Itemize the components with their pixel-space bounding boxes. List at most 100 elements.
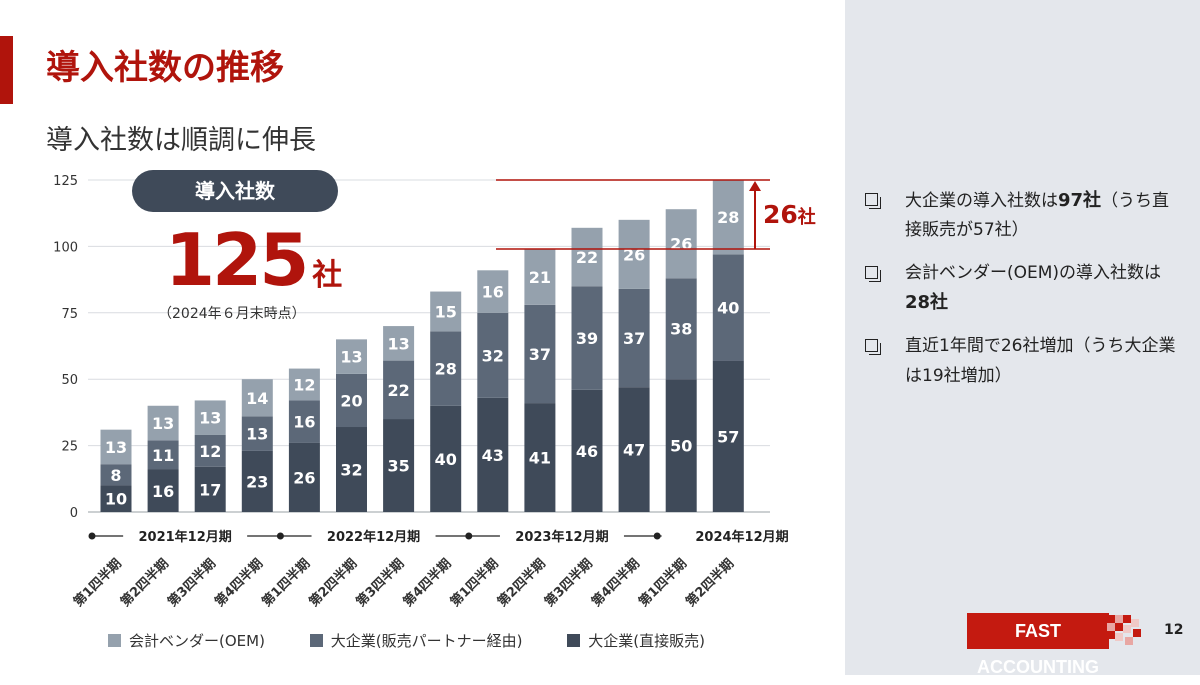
bar-segment bbox=[665, 278, 697, 380]
data-label: 15 bbox=[435, 302, 457, 321]
data-label: 37 bbox=[623, 329, 645, 348]
x-tick-label: 第4四半期 bbox=[400, 556, 454, 610]
data-label: 13 bbox=[105, 438, 127, 457]
data-label: 43 bbox=[482, 446, 504, 465]
data-label: 22 bbox=[387, 381, 409, 400]
total-count: 125 社 bbox=[165, 218, 342, 302]
data-label: 50 bbox=[670, 437, 692, 456]
bar-segment bbox=[665, 379, 697, 512]
data-label: 40 bbox=[717, 298, 739, 317]
data-label: 11 bbox=[152, 446, 174, 465]
bar-segment bbox=[571, 286, 603, 390]
data-label: 28 bbox=[435, 360, 457, 379]
checkbox-bullet-icon bbox=[865, 339, 881, 355]
legend-item-direct: 大企業(直接販売) bbox=[567, 630, 705, 651]
bar-segment bbox=[524, 304, 556, 404]
bar-segment bbox=[100, 485, 132, 512]
x-tick-label: 第3四半期 bbox=[353, 556, 407, 610]
legend-label: 大企業(直接販売) bbox=[588, 632, 705, 650]
bar-segment bbox=[571, 227, 603, 287]
bar-segment bbox=[147, 405, 179, 441]
data-label: 32 bbox=[340, 461, 362, 480]
bullet-bold: 97社 bbox=[1058, 190, 1102, 211]
x-tick-label: 第2四半期 bbox=[306, 556, 360, 610]
bar-segment bbox=[241, 416, 273, 451]
data-label: 28 bbox=[717, 208, 739, 227]
bar-segment bbox=[383, 326, 415, 361]
bar-segment bbox=[194, 466, 226, 512]
legend-item-partner: 大企業(販売パートナー経由) bbox=[309, 630, 523, 651]
bar-segment bbox=[100, 429, 132, 465]
bar-segment bbox=[430, 291, 462, 332]
bullet-text: 大企業の導入社数は bbox=[905, 191, 1058, 211]
data-label: 12 bbox=[293, 376, 315, 395]
data-label: 37 bbox=[529, 345, 551, 364]
slide-subtitle: 導入社数は順調に伸長 bbox=[46, 125, 316, 156]
legend-label: 大企業(販売パートナー経由) bbox=[330, 632, 523, 650]
period-group-label: 2024年12月期 bbox=[695, 529, 788, 545]
bar-segment bbox=[477, 270, 509, 313]
x-tick-label: 第2四半期 bbox=[494, 556, 548, 610]
bar-segment bbox=[241, 379, 273, 417]
bar-segment bbox=[571, 389, 603, 512]
bullet-text: （うち直接販売が57社） bbox=[905, 191, 1170, 240]
data-label: 21 bbox=[529, 268, 551, 287]
legend-swatch bbox=[309, 634, 323, 647]
x-tick-label: 第1四半期 bbox=[259, 556, 313, 610]
legend-label: 会計ベンダー(OEM) bbox=[129, 632, 265, 650]
y-tick-label: 0 bbox=[70, 506, 78, 521]
bar-segment bbox=[618, 219, 650, 289]
legend-swatch bbox=[567, 634, 581, 647]
increase-arrow-head bbox=[749, 181, 761, 191]
data-label: 23 bbox=[246, 472, 268, 491]
bar-segment bbox=[194, 434, 226, 467]
right-panel bbox=[845, 0, 1200, 675]
data-label: 8 bbox=[110, 466, 121, 485]
logo-pixel-icon bbox=[1107, 615, 1141, 645]
total-count-value: 125 bbox=[165, 218, 309, 302]
bar-segment bbox=[336, 427, 367, 512]
page-number: 12 bbox=[1164, 622, 1184, 638]
x-tick-label: 第1四半期 bbox=[447, 556, 501, 610]
bar-segment bbox=[147, 469, 179, 512]
fast-accounting-logo: FAST ACCOUNTING bbox=[967, 613, 1145, 677]
bar-segment bbox=[618, 387, 650, 512]
bar-segment bbox=[336, 373, 367, 428]
title-accent-bar bbox=[0, 36, 13, 104]
y-tick-label: 25 bbox=[61, 440, 78, 455]
bar-segment bbox=[147, 440, 179, 470]
bullet-text: 直近1年間で26社増加（うち大企業は19社増加） bbox=[905, 336, 1176, 386]
x-tick-label: 第2四半期 bbox=[683, 556, 737, 610]
bar-segment bbox=[477, 397, 509, 512]
data-label: 26 bbox=[293, 468, 315, 487]
data-label: 40 bbox=[435, 450, 457, 469]
x-tick-label: 第3四半期 bbox=[541, 556, 595, 610]
x-tick-label: 第4四半期 bbox=[588, 556, 642, 610]
bar-segment bbox=[524, 403, 556, 512]
checkbox-bullet-icon bbox=[865, 193, 881, 209]
data-label: 32 bbox=[482, 346, 504, 365]
data-label: 16 bbox=[152, 482, 174, 501]
data-label: 57 bbox=[717, 427, 739, 446]
data-label: 46 bbox=[576, 442, 598, 461]
y-tick-label: 75 bbox=[61, 307, 78, 322]
bar-segment bbox=[712, 360, 744, 512]
data-label: 13 bbox=[199, 409, 221, 428]
data-label: 12 bbox=[199, 442, 221, 461]
x-tick-label: 第4四半期 bbox=[212, 556, 266, 610]
bar-segment bbox=[665, 209, 697, 279]
bullet-text: 会計ベンダー(OEM)の導入社数は bbox=[905, 263, 1162, 283]
data-label: 22 bbox=[576, 248, 598, 267]
data-label: 35 bbox=[387, 457, 409, 476]
bar-segment bbox=[336, 339, 367, 374]
bullet-item: 大企業の導入社数は97社（うち直接販売が57社） bbox=[865, 186, 1185, 245]
data-label: 13 bbox=[340, 348, 362, 367]
bar-segment bbox=[288, 400, 320, 443]
x-tick-label: 第3四半期 bbox=[165, 556, 219, 610]
data-label: 17 bbox=[199, 480, 221, 499]
data-label: 13 bbox=[387, 334, 409, 353]
legend-item-oem: 会計ベンダー(OEM) bbox=[108, 630, 265, 651]
y-tick-label: 100 bbox=[53, 240, 78, 255]
bar-segment bbox=[288, 368, 320, 401]
y-tick-label: 125 bbox=[53, 174, 78, 189]
